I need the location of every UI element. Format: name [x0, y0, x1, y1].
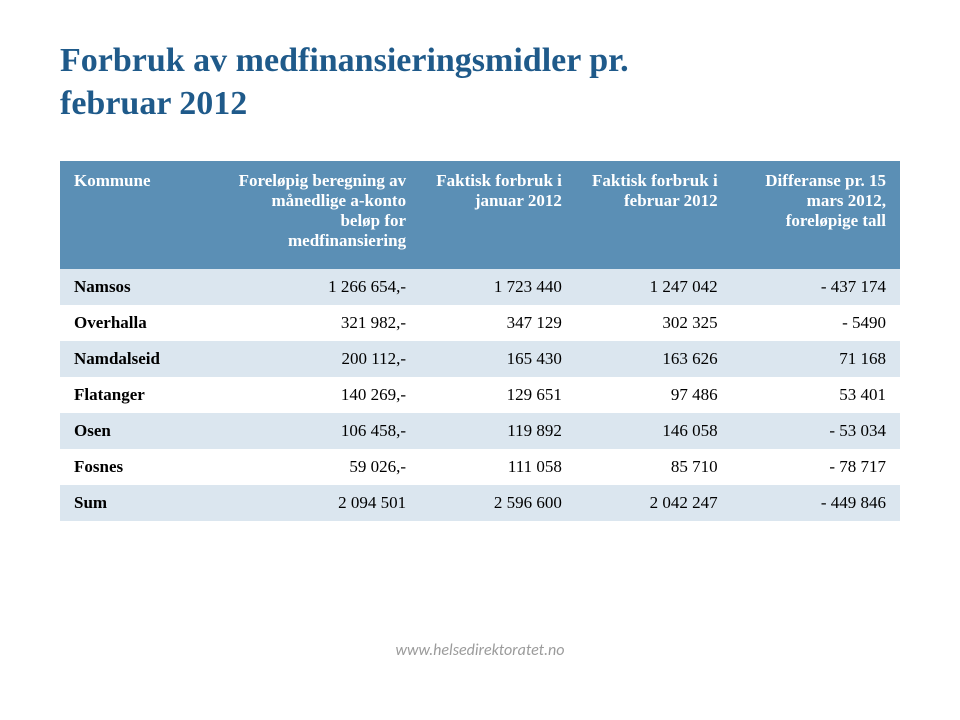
col-2: Faktisk forbruk i januar 2012 [420, 161, 576, 269]
row-label: Overhalla [60, 305, 218, 341]
cell: 119 892 [420, 413, 576, 449]
title-line-2: februar 2012 [60, 85, 247, 122]
cell: - 437 174 [732, 269, 900, 305]
col-0: Kommune [60, 161, 218, 269]
table-row: Sum2 094 5012 596 6002 042 247- 449 846 [60, 485, 900, 521]
cell: 106 458,- [218, 413, 420, 449]
table-header: Kommune Foreløpig beregning av månedlige… [60, 161, 900, 269]
page-title: Forbruk av medfinansieringsmidler pr. fe… [60, 40, 900, 125]
col-4: Differanse pr. 15 mars 2012, foreløpige … [732, 161, 900, 269]
cell: 2 042 247 [576, 485, 732, 521]
cell: 2 094 501 [218, 485, 420, 521]
cell: - 53 034 [732, 413, 900, 449]
table-row: Fosnes59 026,-111 05885 710- 78 717 [60, 449, 900, 485]
cell: 2 596 600 [420, 485, 576, 521]
table-row: Overhalla321 982,-347 129302 325- 5490 [60, 305, 900, 341]
cell: 59 026,- [218, 449, 420, 485]
footer-link: www.helsedirektoratet.no [0, 641, 960, 660]
cell: 111 058 [420, 449, 576, 485]
table-row: Namdalseid200 112,-165 430163 62671 168 [60, 341, 900, 377]
cell: 71 168 [732, 341, 900, 377]
row-label: Osen [60, 413, 218, 449]
table-header-row: Kommune Foreløpig beregning av månedlige… [60, 161, 900, 269]
cell: 200 112,- [218, 341, 420, 377]
cell: 53 401 [732, 377, 900, 413]
col-3: Faktisk forbruk i februar 2012 [576, 161, 732, 269]
table-body: Namsos1 266 654,-1 723 4401 247 042- 437… [60, 269, 900, 521]
table-row: Flatanger140 269,-129 65197 48653 401 [60, 377, 900, 413]
cell: 163 626 [576, 341, 732, 377]
table-row: Osen106 458,-119 892146 058- 53 034 [60, 413, 900, 449]
row-label: Fosnes [60, 449, 218, 485]
cell: 347 129 [420, 305, 576, 341]
cell: 129 651 [420, 377, 576, 413]
data-table: Kommune Foreløpig beregning av månedlige… [60, 161, 900, 521]
slide-page: Forbruk av medfinansieringsmidler pr. fe… [0, 0, 960, 720]
cell: 1 723 440 [420, 269, 576, 305]
cell: 1 247 042 [576, 269, 732, 305]
cell: 146 058 [576, 413, 732, 449]
row-label: Sum [60, 485, 218, 521]
table-row: Namsos1 266 654,-1 723 4401 247 042- 437… [60, 269, 900, 305]
cell: 1 266 654,- [218, 269, 420, 305]
row-label: Namsos [60, 269, 218, 305]
cell: 321 982,- [218, 305, 420, 341]
cell: 85 710 [576, 449, 732, 485]
row-label: Flatanger [60, 377, 218, 413]
cell: - 449 846 [732, 485, 900, 521]
row-label: Namdalseid [60, 341, 218, 377]
title-line-1: Forbruk av medfinansieringsmidler pr. [60, 42, 629, 79]
cell: 165 430 [420, 341, 576, 377]
cell: 140 269,- [218, 377, 420, 413]
cell: 97 486 [576, 377, 732, 413]
cell: - 78 717 [732, 449, 900, 485]
col-1: Foreløpig beregning av månedlige a-konto… [218, 161, 420, 269]
cell: 302 325 [576, 305, 732, 341]
cell: - 5490 [732, 305, 900, 341]
